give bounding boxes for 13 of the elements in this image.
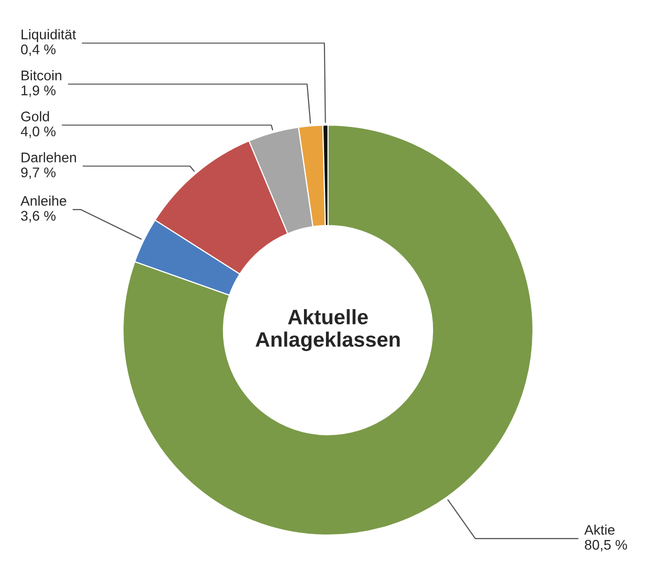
- text: Aktuelle Anlageklassen: [256, 309, 400, 352]
- slice-label: Darlehen: [22, 152, 76, 162]
- data-label: 4,0 %: [20, 126, 56, 138]
- data-label: 3,6 %: [21, 210, 56, 222]
- data-label: 80,5 %: [584, 540, 627, 552]
- data-label: 1,9 %: [22, 86, 56, 97]
- slice-label: Bitcoin: [22, 70, 62, 80]
- data-label: 9,7 %: [21, 167, 56, 179]
- slice-label: Aktie: [584, 524, 615, 535]
- slice-label: Anleihe: [20, 196, 66, 206]
- slice-label: Liquidität: [22, 29, 76, 42]
- slice-label: Gold: [21, 111, 49, 122]
- data-label: 0,4 %: [21, 44, 56, 56]
